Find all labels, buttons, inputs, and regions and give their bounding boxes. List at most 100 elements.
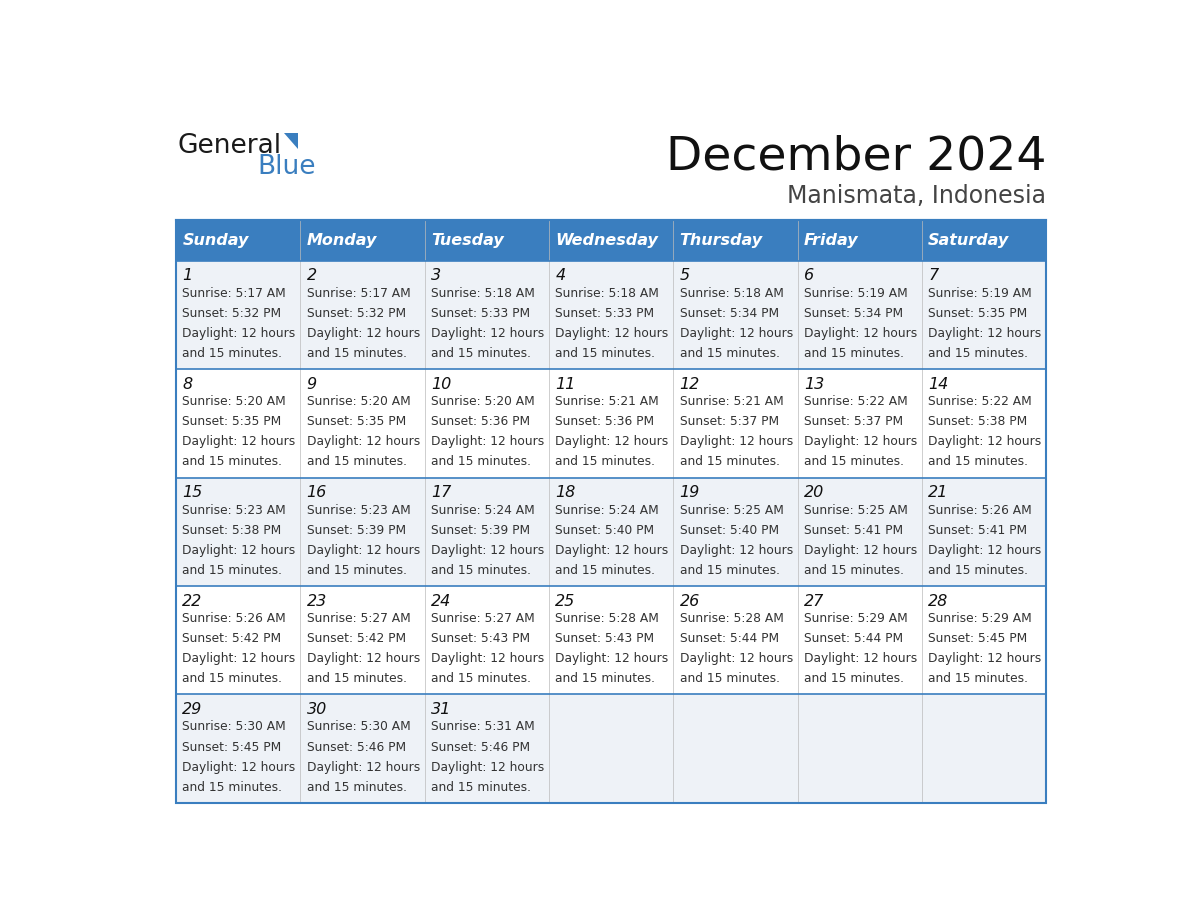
Text: 25: 25 xyxy=(555,594,575,609)
Text: Daylight: 12 hours: Daylight: 12 hours xyxy=(182,435,296,448)
Text: 1: 1 xyxy=(182,268,192,284)
Text: Sunrise: 5:27 AM: Sunrise: 5:27 AM xyxy=(307,612,410,625)
Text: Sunset: 5:32 PM: Sunset: 5:32 PM xyxy=(182,307,282,319)
Text: Sunset: 5:33 PM: Sunset: 5:33 PM xyxy=(555,307,655,319)
Text: Daylight: 12 hours: Daylight: 12 hours xyxy=(431,652,544,666)
Text: Sunrise: 5:27 AM: Sunrise: 5:27 AM xyxy=(431,612,535,625)
Bar xyxy=(549,261,674,369)
Bar xyxy=(674,369,797,477)
Text: 18: 18 xyxy=(555,486,575,500)
Text: 28: 28 xyxy=(928,594,948,609)
Bar xyxy=(425,369,549,477)
Text: 30: 30 xyxy=(307,702,327,717)
Text: and 15 minutes.: and 15 minutes. xyxy=(680,672,779,685)
Bar xyxy=(674,219,797,261)
Text: Daylight: 12 hours: Daylight: 12 hours xyxy=(307,327,419,340)
Text: Sunset: 5:42 PM: Sunset: 5:42 PM xyxy=(307,633,406,645)
Bar xyxy=(425,586,549,694)
Text: and 15 minutes.: and 15 minutes. xyxy=(307,672,406,685)
Text: Sunset: 5:34 PM: Sunset: 5:34 PM xyxy=(804,307,903,319)
Text: Tuesday: Tuesday xyxy=(431,233,504,248)
Bar xyxy=(176,219,1047,803)
Text: Sunrise: 5:23 AM: Sunrise: 5:23 AM xyxy=(182,504,286,517)
Text: and 15 minutes.: and 15 minutes. xyxy=(431,780,531,794)
Text: Sunset: 5:46 PM: Sunset: 5:46 PM xyxy=(431,741,530,754)
Text: December 2024: December 2024 xyxy=(665,135,1047,180)
Text: 11: 11 xyxy=(555,376,575,392)
Text: Daylight: 12 hours: Daylight: 12 hours xyxy=(555,327,669,340)
Text: Sunset: 5:33 PM: Sunset: 5:33 PM xyxy=(431,307,530,319)
Bar xyxy=(922,261,1047,369)
Bar xyxy=(922,219,1047,261)
Bar xyxy=(301,694,424,803)
Text: Friday: Friday xyxy=(804,233,859,248)
Bar xyxy=(176,219,301,261)
Text: 7: 7 xyxy=(928,268,939,284)
Text: 29: 29 xyxy=(182,702,203,717)
Text: 31: 31 xyxy=(431,702,451,717)
Text: 13: 13 xyxy=(804,376,824,392)
Text: Sunset: 5:35 PM: Sunset: 5:35 PM xyxy=(307,415,406,428)
Bar xyxy=(176,369,301,477)
Text: and 15 minutes.: and 15 minutes. xyxy=(928,564,1028,577)
Text: Daylight: 12 hours: Daylight: 12 hours xyxy=(431,435,544,448)
Text: Sunrise: 5:24 AM: Sunrise: 5:24 AM xyxy=(555,504,659,517)
Text: Daylight: 12 hours: Daylight: 12 hours xyxy=(680,327,792,340)
Bar xyxy=(549,369,674,477)
Text: Sunset: 5:44 PM: Sunset: 5:44 PM xyxy=(680,633,778,645)
Text: 27: 27 xyxy=(804,594,824,609)
Text: Daylight: 12 hours: Daylight: 12 hours xyxy=(804,652,917,666)
Text: 19: 19 xyxy=(680,486,700,500)
Text: Sunrise: 5:19 AM: Sunrise: 5:19 AM xyxy=(928,286,1032,300)
Text: 22: 22 xyxy=(182,594,203,609)
Text: Sunset: 5:38 PM: Sunset: 5:38 PM xyxy=(182,523,282,537)
Text: 6: 6 xyxy=(804,268,814,284)
Text: Sunset: 5:35 PM: Sunset: 5:35 PM xyxy=(928,307,1028,319)
Bar xyxy=(922,586,1047,694)
Text: Sunrise: 5:22 AM: Sunrise: 5:22 AM xyxy=(928,395,1032,409)
Text: and 15 minutes.: and 15 minutes. xyxy=(804,347,904,360)
Text: and 15 minutes.: and 15 minutes. xyxy=(680,564,779,577)
Text: and 15 minutes.: and 15 minutes. xyxy=(307,780,406,794)
Text: and 15 minutes.: and 15 minutes. xyxy=(307,564,406,577)
Text: Sunrise: 5:25 AM: Sunrise: 5:25 AM xyxy=(804,504,908,517)
Bar xyxy=(797,586,922,694)
Text: Daylight: 12 hours: Daylight: 12 hours xyxy=(431,543,544,556)
Text: and 15 minutes.: and 15 minutes. xyxy=(680,347,779,360)
Text: Daylight: 12 hours: Daylight: 12 hours xyxy=(555,652,669,666)
Text: Sunset: 5:32 PM: Sunset: 5:32 PM xyxy=(307,307,406,319)
Bar xyxy=(301,477,424,586)
Text: Sunrise: 5:28 AM: Sunrise: 5:28 AM xyxy=(680,612,783,625)
Text: 20: 20 xyxy=(804,486,824,500)
Text: Daylight: 12 hours: Daylight: 12 hours xyxy=(804,543,917,556)
Text: Daylight: 12 hours: Daylight: 12 hours xyxy=(182,327,296,340)
Text: and 15 minutes.: and 15 minutes. xyxy=(431,347,531,360)
Text: Daylight: 12 hours: Daylight: 12 hours xyxy=(182,652,296,666)
Bar xyxy=(425,261,549,369)
Text: General: General xyxy=(178,133,282,159)
Text: Sunset: 5:39 PM: Sunset: 5:39 PM xyxy=(431,523,530,537)
Text: and 15 minutes.: and 15 minutes. xyxy=(928,347,1028,360)
Text: Sunrise: 5:19 AM: Sunrise: 5:19 AM xyxy=(804,286,908,300)
Text: 14: 14 xyxy=(928,376,948,392)
Text: Sunrise: 5:21 AM: Sunrise: 5:21 AM xyxy=(555,395,659,409)
Text: and 15 minutes.: and 15 minutes. xyxy=(804,455,904,468)
Text: Daylight: 12 hours: Daylight: 12 hours xyxy=(928,543,1042,556)
Bar xyxy=(176,477,301,586)
Text: Sunrise: 5:26 AM: Sunrise: 5:26 AM xyxy=(182,612,286,625)
Bar xyxy=(301,369,424,477)
Text: Thursday: Thursday xyxy=(680,233,763,248)
Text: Sunrise: 5:22 AM: Sunrise: 5:22 AM xyxy=(804,395,908,409)
Text: and 15 minutes.: and 15 minutes. xyxy=(182,564,283,577)
Text: Sunday: Sunday xyxy=(182,233,248,248)
Text: and 15 minutes.: and 15 minutes. xyxy=(182,455,283,468)
Text: Sunset: 5:45 PM: Sunset: 5:45 PM xyxy=(182,741,282,754)
Text: and 15 minutes.: and 15 minutes. xyxy=(431,455,531,468)
Text: Daylight: 12 hours: Daylight: 12 hours xyxy=(804,435,917,448)
Text: Daylight: 12 hours: Daylight: 12 hours xyxy=(307,761,419,774)
Text: Sunset: 5:34 PM: Sunset: 5:34 PM xyxy=(680,307,778,319)
Text: Saturday: Saturday xyxy=(928,233,1010,248)
Text: Sunset: 5:43 PM: Sunset: 5:43 PM xyxy=(555,633,655,645)
Text: and 15 minutes.: and 15 minutes. xyxy=(928,672,1028,685)
Text: Wednesday: Wednesday xyxy=(555,233,658,248)
